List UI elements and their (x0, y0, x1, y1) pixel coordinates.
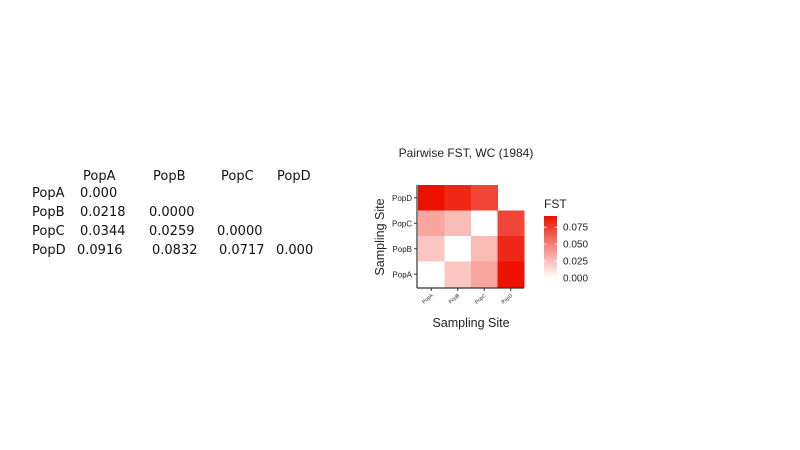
row-label: PopD (32, 243, 66, 258)
matrix-cell: 0.0717 (219, 243, 265, 258)
heatmap-cell (444, 261, 472, 288)
heatmap-cell (444, 210, 472, 237)
legend-title: FST (544, 197, 567, 211)
x-tick-label: PopB (448, 293, 462, 306)
heatmap-cell (418, 185, 445, 211)
matrix-cell: 0.0916 (77, 243, 123, 258)
heatmap-cell (497, 210, 525, 237)
heatmap-cell (418, 210, 445, 237)
column-header: PopA (83, 169, 116, 184)
y-tick-label: PopC (392, 219, 412, 228)
legend-tick-label: 0.025 (563, 257, 588, 268)
x-tick-label: PopA (421, 293, 435, 306)
matrix-cell: 0.0218 (80, 205, 126, 220)
heatmap-cell (444, 185, 472, 211)
heatmap-cell (471, 210, 498, 237)
y-axis-title: Sampling Site (373, 198, 387, 275)
heatmap-cell (471, 185, 498, 211)
matrix-cell: 0.000 (276, 243, 314, 258)
row-label: PopC (32, 224, 65, 239)
legend-tick-label: 0.075 (563, 223, 588, 234)
heatmap-cell (444, 236, 472, 262)
legend-tick-label: 0.050 (563, 240, 588, 251)
matrix-cell: 0.0259 (149, 224, 195, 239)
matrix-cell: 0.000 (80, 186, 118, 201)
legend-colorbar (544, 216, 557, 278)
column-header: PopC (221, 169, 254, 184)
row-label: PopB (32, 205, 65, 220)
matrix-cell: 0.0344 (80, 224, 126, 239)
column-header: PopB (153, 169, 186, 184)
matrix-cell: 0.0000 (217, 224, 263, 239)
y-tick-label: PopA (392, 270, 412, 279)
matrix-cell: 0.0000 (149, 205, 195, 220)
heatmap-cell (418, 236, 445, 262)
row-label: PopA (32, 186, 65, 201)
matrix-cell: 0.0832 (152, 243, 198, 258)
legend-tick-label: 0.000 (563, 274, 588, 285)
heatmap-cell (497, 261, 525, 288)
heatmap-cell (497, 236, 525, 262)
heatmap-cell (471, 236, 498, 262)
heatmap-cell (418, 261, 445, 288)
y-tick-label: PopB (392, 245, 412, 254)
heatmap-cell (471, 261, 498, 288)
y-tick-label: PopD (392, 194, 412, 203)
x-tick-label: PopD (501, 293, 515, 306)
chart-title: Pairwise FST, WC (1984) (399, 146, 534, 160)
x-tick-label: PopC (474, 293, 488, 306)
column-header: PopD (277, 169, 311, 184)
x-axis-title: Sampling Site (432, 316, 509, 330)
